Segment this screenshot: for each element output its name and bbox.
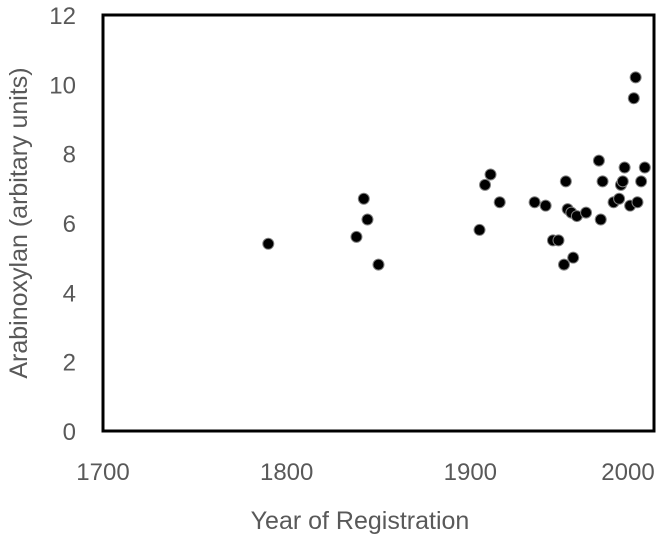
data-point (592, 154, 605, 167)
y-axis-title: Arabinoxylan (arbitary units) (5, 67, 33, 378)
data-point (616, 175, 629, 188)
data-point (493, 196, 506, 209)
data-point (484, 168, 497, 181)
data-point (552, 234, 565, 247)
y-tick-label: 6 (63, 211, 76, 238)
data-point (262, 237, 275, 250)
data-point (638, 161, 651, 174)
x-tick-labels: 1700 1800 1900 2000 (76, 459, 654, 486)
data-point (357, 192, 370, 205)
y-tick-label: 12 (49, 3, 76, 30)
data-point (618, 161, 631, 174)
data-point (361, 213, 374, 226)
x-axis-title: Year of Registration (251, 507, 470, 535)
x-tick-label: 2000 (601, 459, 654, 486)
plot-area-frame (101, 13, 656, 433)
data-point (558, 258, 571, 271)
data-point (528, 196, 541, 209)
data-point (350, 230, 363, 243)
data-points (262, 71, 651, 271)
data-point (372, 258, 385, 271)
y-tick-label: 10 (49, 72, 76, 99)
data-point (567, 251, 580, 264)
y-tick-label: 2 (63, 350, 76, 377)
data-point (479, 178, 492, 191)
data-point (635, 175, 648, 188)
data-point (627, 92, 640, 105)
y-tick-label: 4 (63, 280, 76, 307)
y-tick-label: 8 (63, 142, 76, 169)
data-point (613, 192, 626, 205)
data-point (473, 223, 486, 236)
data-point (594, 213, 607, 226)
x-tick-label: 1700 (76, 459, 129, 486)
data-point (629, 71, 642, 84)
x-tick-label: 1800 (260, 459, 313, 486)
y-tick-label: 0 (63, 419, 76, 446)
data-point (580, 206, 593, 219)
data-point (596, 175, 609, 188)
data-point (539, 199, 552, 212)
x-tick-label: 1900 (444, 459, 497, 486)
data-point (631, 196, 644, 209)
data-point (559, 175, 572, 188)
y-tick-labels: 0 2 4 6 8 10 12 (49, 3, 76, 446)
